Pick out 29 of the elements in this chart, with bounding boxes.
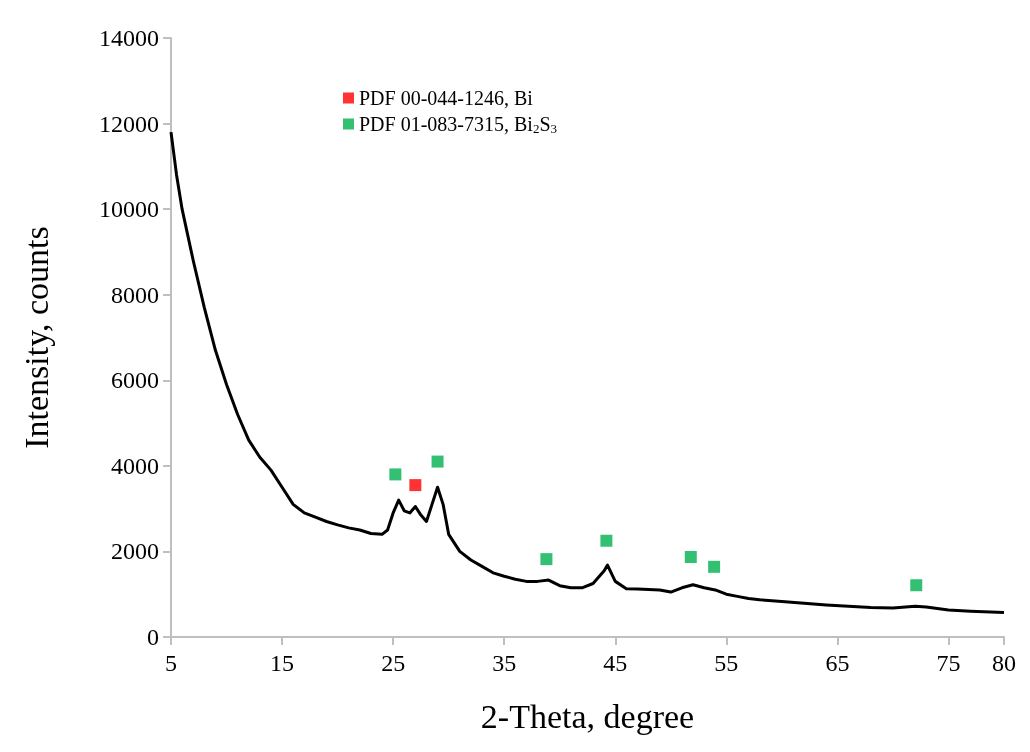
point [600, 534, 613, 547]
y-tick-label: 4000 [111, 452, 159, 479]
point [431, 455, 444, 468]
point [389, 468, 402, 481]
y-tick-label: 14000 [99, 25, 159, 51]
x-tick-label: 80 [992, 650, 1016, 676]
y-tick-label: 0 [147, 624, 159, 650]
y-tick-label: 8000 [111, 281, 159, 308]
x-tick-label: 5 [165, 650, 177, 676]
x-tick-label: 25 [381, 650, 406, 676]
y-axis-title: Intensity, counts [17, 226, 55, 449]
point [409, 479, 422, 492]
x-tick-label: 75 [936, 650, 961, 676]
legend-label: PDF 01-083-7315, Bi2S3 [359, 113, 558, 136]
x-axis-title: 2-Theta, degree [480, 697, 695, 735]
x-tick-label: 15 [270, 650, 295, 676]
point [684, 550, 697, 563]
x-tick-label: 55 [714, 650, 739, 676]
y-tick-label: 12000 [99, 110, 159, 137]
legend-label: PDF 00-044-1246, Bi [359, 87, 534, 109]
point [540, 553, 553, 566]
y-tick-label: 10000 [99, 196, 159, 223]
x-tick-label: 65 [825, 650, 850, 676]
x-tick-label: 35 [492, 650, 517, 676]
point [910, 579, 923, 592]
x-tick-label: 45 [603, 650, 628, 676]
y-tick-label: 2000 [111, 538, 159, 565]
point [708, 560, 721, 573]
y-tick-label: 6000 [111, 367, 159, 394]
